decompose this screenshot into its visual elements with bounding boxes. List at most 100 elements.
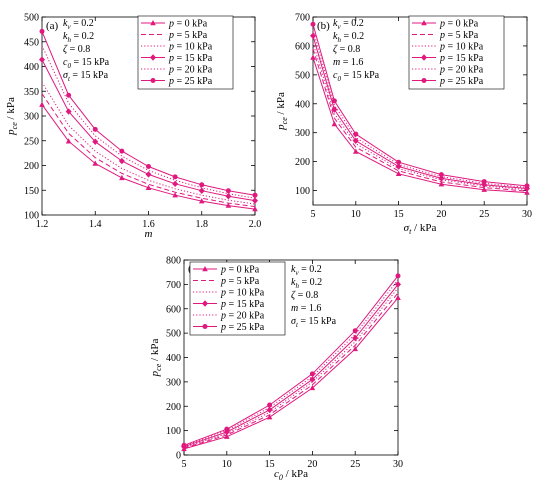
legend-label: p = 0 kPa (439, 19, 479, 30)
parameter-text: σt = 15 kPa (291, 316, 337, 329)
x-axis-label: c0 / kPa (274, 468, 308, 482)
data-point (395, 281, 401, 288)
data-point (331, 106, 338, 113)
x-tick-label: 1.8 (196, 219, 209, 230)
data-point (252, 197, 258, 204)
y-axis-label: pce / kPa (275, 92, 289, 131)
y-tick-label: 200 (24, 161, 39, 172)
parameter-text: c0 = 15 kPa (333, 70, 380, 83)
chart-panel: 1.2 1.4 1.6 1.8 2.0 100 150 200 250 300 350 400 450 5… (5, 13, 261, 241)
x-tick-label: 10 (222, 459, 232, 470)
chart-panel: 5 10 15 20 25 30 100 200 300 400 500 600 700 σt / kPa… (275, 13, 532, 237)
y-tick-label: 500 (166, 329, 181, 340)
data-point (353, 131, 359, 137)
data-point (524, 189, 530, 195)
y-tick-label: 500 (295, 70, 310, 81)
data-point (92, 138, 99, 145)
series-line (183, 284, 399, 448)
x-tick-label: 15 (394, 209, 404, 220)
data-point (310, 32, 316, 39)
data-point (224, 433, 230, 439)
series-group (183, 287, 399, 448)
legend-label: p = 10 kPa (439, 42, 484, 53)
data-point (225, 202, 232, 208)
x-axis-label: σt / kPa (404, 222, 437, 236)
legend-marker (421, 20, 427, 26)
data-point (118, 157, 125, 165)
x-tick-label: 5 (311, 209, 316, 220)
y-axis-label: pce / kPa (5, 97, 19, 136)
x-tick-label: 5 (182, 459, 187, 470)
x-tick-label: 20 (436, 209, 446, 220)
x-tick-label: 15 (265, 459, 275, 470)
y-tick-label: 300 (295, 128, 310, 139)
y-tick-label: 400 (166, 353, 181, 364)
x-axis-label: m (145, 228, 153, 240)
legend-label: p = 5 kPa (220, 276, 260, 287)
y-axis-label: pce / kPa (149, 339, 163, 378)
data-point (181, 442, 187, 448)
data-point (395, 163, 402, 170)
legend-marker (150, 78, 156, 83)
legend-label: p = 15 kPa (439, 53, 484, 64)
data-point (352, 345, 358, 352)
series-group (310, 21, 530, 189)
data-point (395, 273, 401, 279)
series-line (41, 104, 256, 210)
series-group (41, 45, 256, 199)
panel-label: (a) (46, 20, 59, 32)
y-tick-label: 700 (166, 280, 181, 291)
legend-box (189, 261, 286, 336)
series-group (39, 28, 258, 198)
x-tick-label: 25 (350, 459, 360, 470)
y-tick-label: 300 (166, 377, 181, 388)
data-point (396, 159, 402, 165)
data-point (266, 406, 273, 414)
legend-label: p = 15 kPa (220, 299, 265, 310)
series-line (183, 287, 399, 448)
legend-box (408, 15, 505, 90)
legend-label: p = 25 kPa (168, 76, 213, 87)
legend-marker (150, 54, 156, 61)
data-point (481, 179, 487, 185)
y-tick-label: 600 (295, 41, 310, 52)
x-tick-label: 1.2 (36, 219, 49, 230)
data-point (225, 192, 232, 200)
data-point (119, 174, 125, 181)
x-tick-label: 2.0 (249, 219, 262, 230)
y-tick-label: 0 (176, 451, 181, 462)
parameter-text: ζ = 0.8 (333, 44, 360, 55)
series-line (183, 297, 399, 450)
data-point (198, 187, 205, 194)
data-point (39, 28, 45, 34)
data-point (331, 121, 338, 127)
data-point (225, 188, 231, 194)
parameter-text: m = 1.6 (333, 57, 363, 68)
data-point (65, 138, 72, 144)
legend-marker (202, 300, 208, 307)
data-point (252, 192, 258, 198)
data-point (224, 426, 230, 432)
legend-label: p = 25 kPa (439, 76, 484, 87)
x-tick-label: 30 (393, 459, 403, 470)
data-point (481, 186, 487, 192)
x-tick-label: 1.4 (89, 219, 102, 230)
y-tick-label: 450 (24, 37, 39, 48)
y-tick-label: 250 (24, 136, 39, 147)
data-point (119, 148, 125, 154)
data-point (199, 182, 205, 188)
data-point (438, 172, 444, 178)
legend-label: p = 0 kPa (220, 265, 260, 276)
series-group (181, 294, 401, 452)
y-tick-label: 200 (295, 157, 310, 168)
series-group (310, 54, 530, 195)
legend-label: p = 10 kPa (168, 42, 213, 53)
series-group (39, 101, 258, 212)
data-point (331, 98, 337, 104)
legend-label: p = 0 kPa (168, 19, 208, 30)
data-point (65, 108, 72, 115)
x-tick-label: 30 (522, 209, 532, 220)
data-point (309, 384, 316, 391)
